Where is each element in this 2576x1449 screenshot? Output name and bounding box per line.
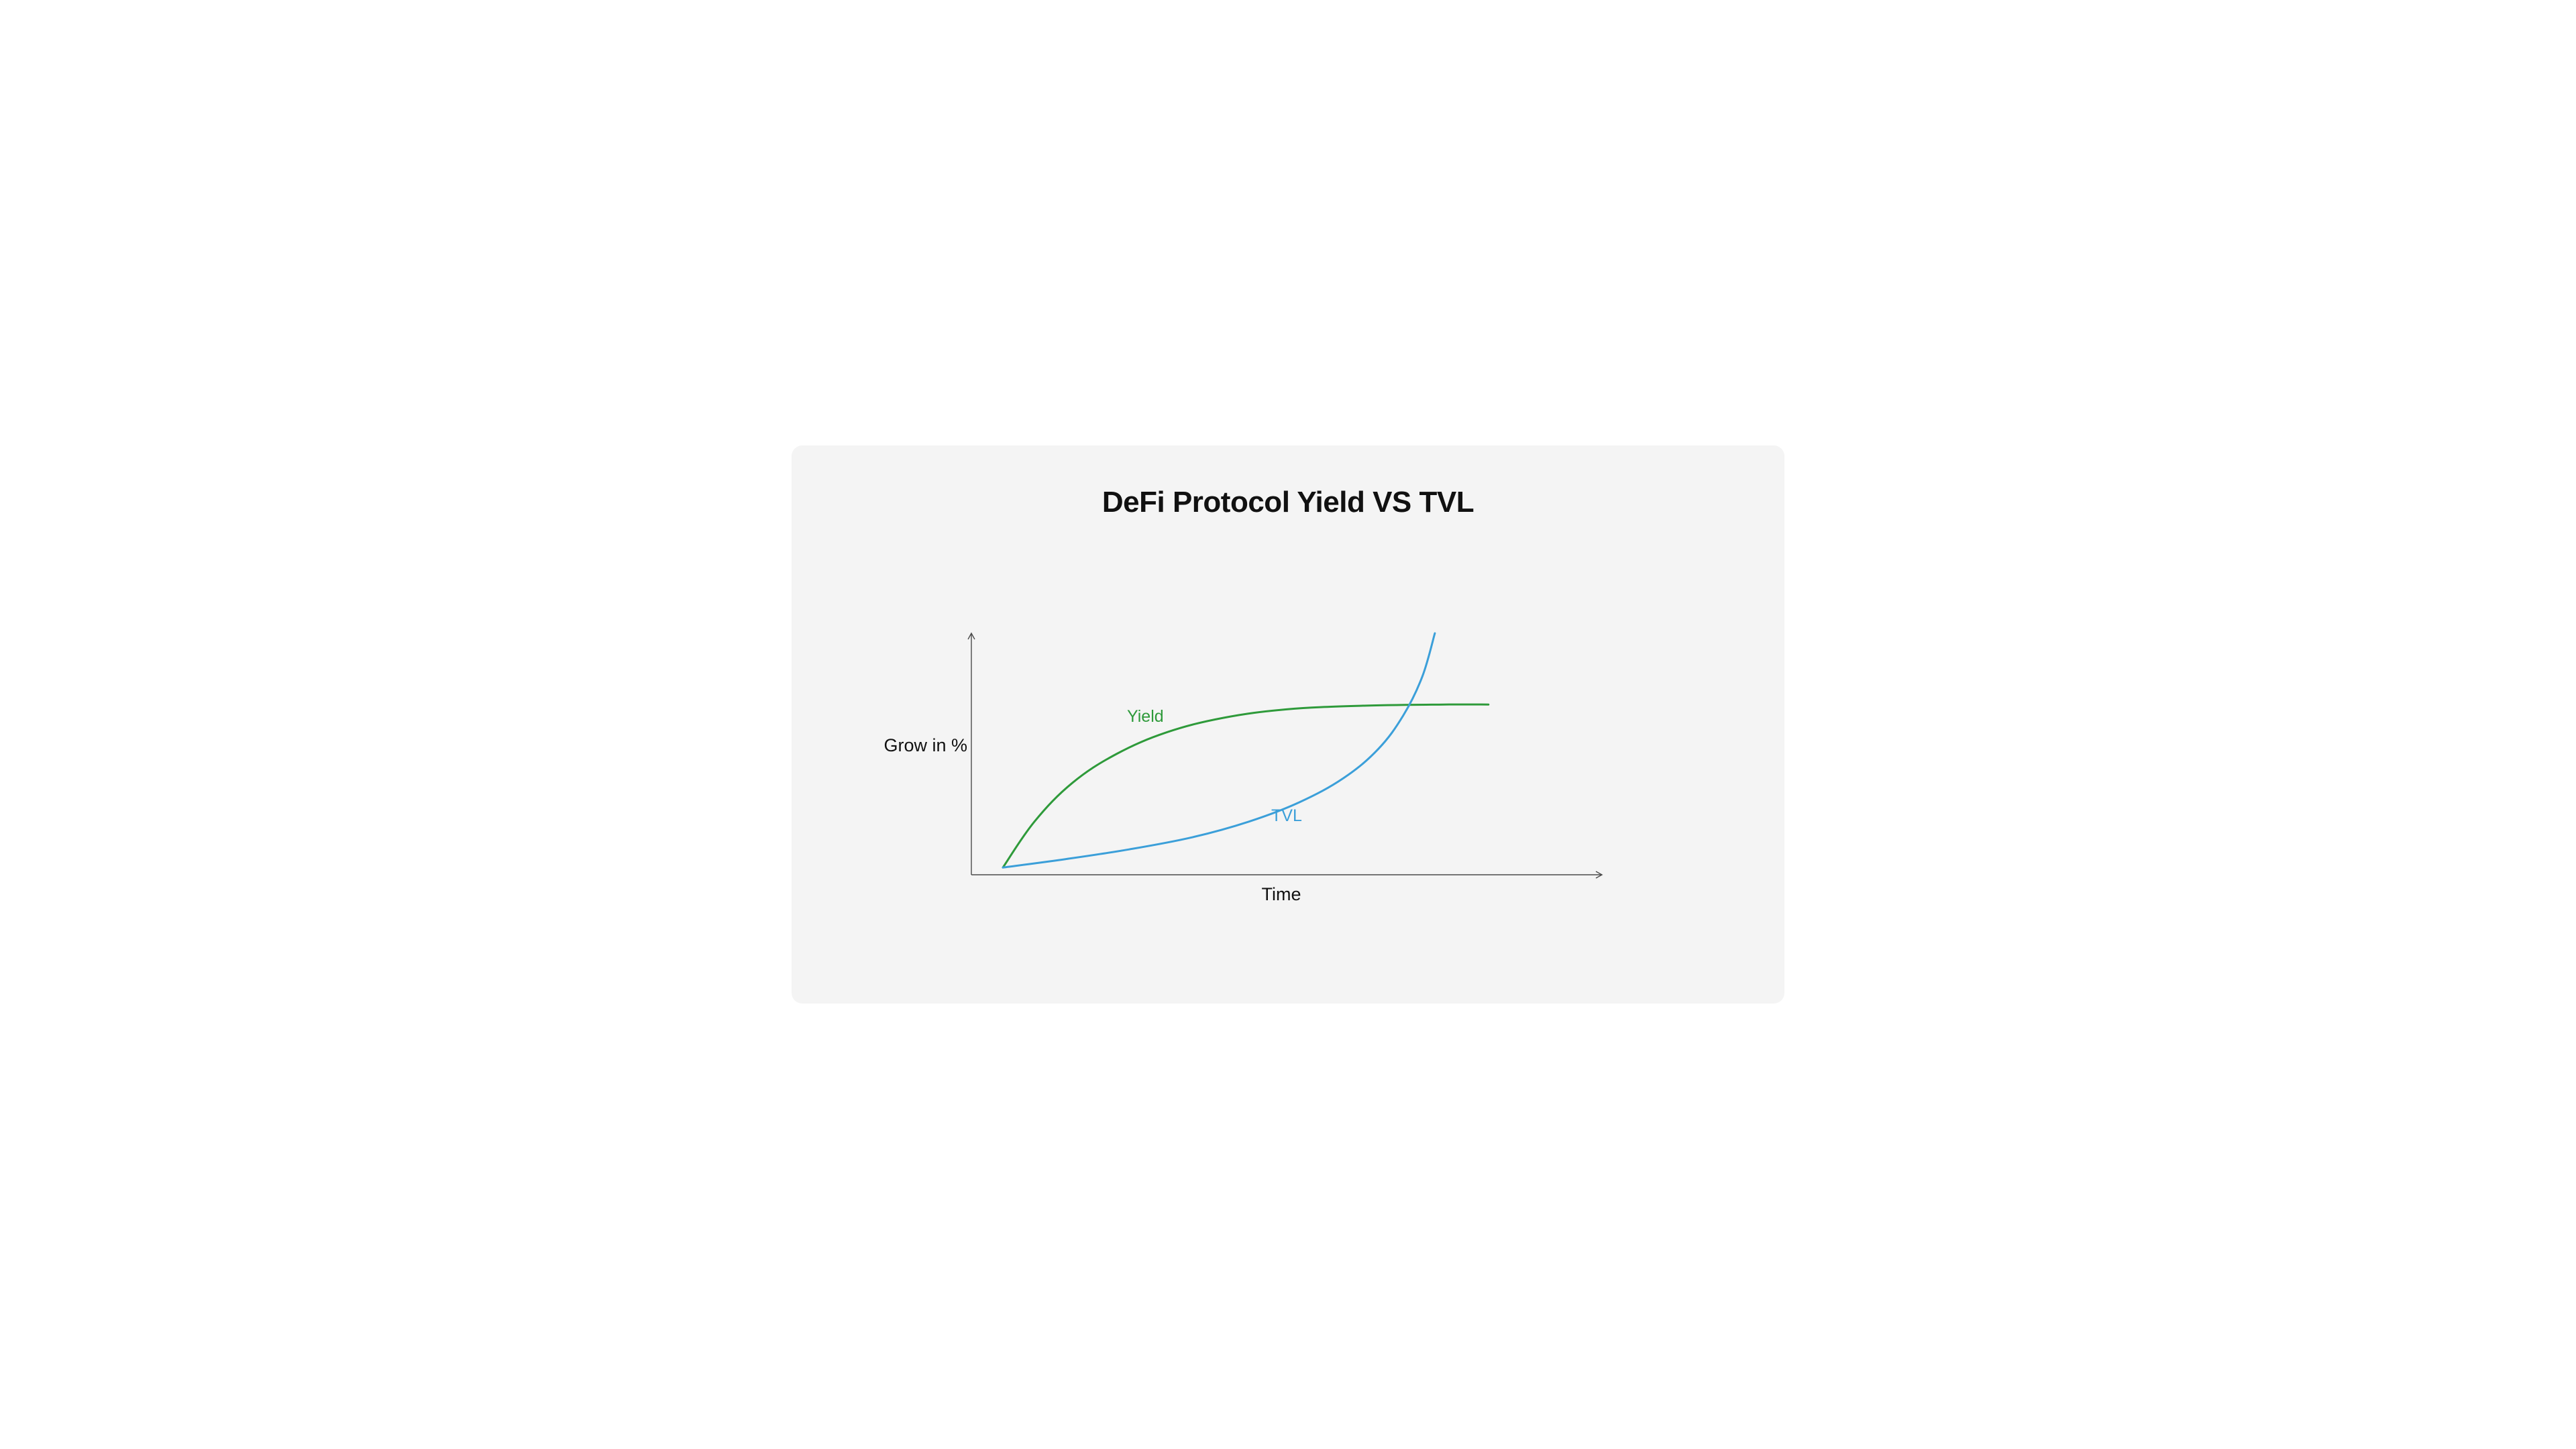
x-axis-label: Time <box>1208 884 1355 905</box>
chart-canvas: DeFi Protocol Yield VS TVL Grow in % Tim… <box>792 445 1784 1004</box>
y-axis-label: Grow in % <box>871 735 967 756</box>
series-label-tvl: TVL <box>1271 806 1302 826</box>
series-label-yield: Yield <box>1127 707 1164 727</box>
chart-plot <box>792 445 1784 1004</box>
